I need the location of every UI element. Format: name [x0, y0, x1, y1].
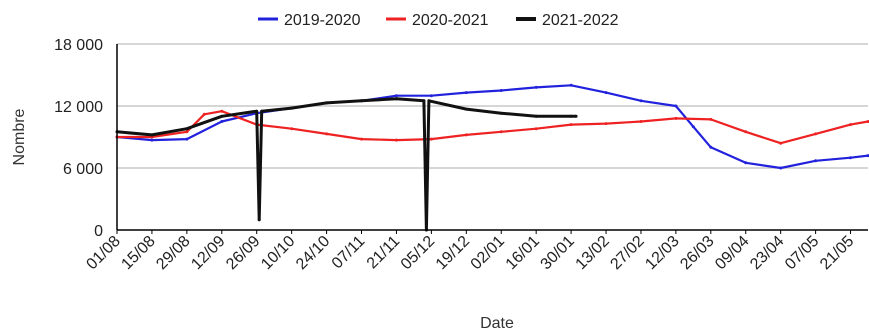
- data-point: [150, 138, 154, 142]
- y-tick-label: 18 000: [54, 37, 103, 54]
- data-point: [220, 120, 224, 123]
- data-point: [394, 94, 398, 98]
- data-point: [744, 130, 748, 134]
- y-tick-label: 6 000: [63, 161, 103, 178]
- data-point: [499, 111, 503, 115]
- data-point: [260, 109, 264, 113]
- x-tick-label: 30/01: [538, 233, 578, 273]
- data-point: [709, 117, 713, 121]
- data-point: [744, 161, 748, 165]
- y-tick-label: 0: [94, 223, 103, 240]
- x-tick-label: 12/09: [188, 233, 228, 273]
- data-point: [814, 159, 818, 163]
- data-point: [150, 133, 154, 137]
- data-point: [325, 132, 329, 136]
- x-tick-label: 26/09: [223, 233, 263, 273]
- legend: 2019-2020 2020-2021 2021-2022: [258, 12, 619, 29]
- data-point: [429, 94, 433, 98]
- x-tick-label: 13/02: [573, 233, 613, 273]
- y-axis-title: Nombre: [11, 108, 28, 165]
- data-point: [534, 127, 538, 131]
- data-point: [185, 127, 189, 131]
- data-point: [779, 141, 783, 145]
- legend-label: 2021-2022: [542, 12, 619, 29]
- data-point: [574, 114, 578, 118]
- data-point: [639, 99, 643, 103]
- data-point: [866, 120, 869, 123]
- x-tick-label: 27/02: [607, 233, 647, 273]
- data-point: [499, 130, 503, 134]
- x-tick-label: 12/03: [642, 233, 682, 273]
- legend-label: 2019-2020: [284, 12, 361, 29]
- series-line-2020-2021: [117, 110, 869, 145]
- data-point: [534, 114, 538, 118]
- data-point: [422, 99, 426, 103]
- data-point: [464, 107, 468, 111]
- x-tick-label: 09/04: [712, 233, 752, 273]
- data-point: [202, 112, 206, 116]
- x-tick-label: 23/04: [747, 233, 787, 273]
- data-point: [290, 106, 294, 110]
- data-point: [185, 137, 189, 141]
- data-point: [569, 123, 573, 127]
- data-point: [849, 123, 852, 127]
- x-tick-label: 07/05: [782, 233, 822, 273]
- data-point: [220, 109, 224, 113]
- data-point: [604, 91, 608, 95]
- data-point: [639, 120, 643, 123]
- data-point: [290, 127, 294, 131]
- data-point: [691, 125, 695, 129]
- data-point: [569, 114, 573, 118]
- data-point: [866, 154, 869, 158]
- data-point: [674, 104, 678, 108]
- data-point: [604, 122, 608, 126]
- data-point: [427, 99, 431, 103]
- x-tick-label: 15/08: [118, 233, 158, 273]
- x-tick-label: 16/01: [503, 233, 543, 273]
- data-point: [257, 218, 261, 222]
- x-tick-label: 21/05: [817, 233, 857, 273]
- grid: [117, 43, 868, 169]
- x-tick-label: 07/11: [329, 233, 369, 273]
- data-point: [360, 99, 363, 103]
- series-layer: [115, 83, 869, 232]
- x-tick-label: 19/12: [433, 233, 473, 273]
- x-tick-label: 01/08: [83, 233, 123, 273]
- data-point: [709, 145, 713, 149]
- data-point: [569, 83, 573, 87]
- data-point: [185, 130, 189, 134]
- data-point: [464, 91, 468, 95]
- legend-label: 2020-2021: [412, 12, 489, 29]
- x-tick-label: 10/10: [258, 233, 298, 273]
- series-line-2019-2020: [116, 84, 869, 170]
- x-tick-label: 05/12: [398, 233, 438, 273]
- data-point: [534, 85, 538, 89]
- data-point: [499, 89, 503, 92]
- data-point: [849, 156, 852, 160]
- data-point: [429, 137, 433, 141]
- data-point: [360, 137, 363, 141]
- data-point: [220, 114, 224, 118]
- data-point: [814, 132, 818, 136]
- data-point: [394, 97, 398, 101]
- data-point: [779, 166, 783, 170]
- data-point: [325, 101, 329, 105]
- x-tick-label: 29/08: [153, 233, 193, 273]
- data-point: [674, 116, 678, 120]
- y-tick-label: 12 000: [54, 99, 103, 116]
- data-point: [464, 133, 468, 137]
- x-axis-title: Date: [480, 315, 514, 331]
- data-point: [394, 138, 398, 142]
- data-point: [255, 109, 259, 113]
- x-tick-label: 26/03: [677, 233, 717, 273]
- x-tick-label: 02/01: [468, 233, 508, 273]
- series-line-2021-2022: [116, 97, 577, 232]
- x-tick-label: 21/11: [364, 233, 404, 273]
- x-tick-label: 24/10: [293, 233, 333, 273]
